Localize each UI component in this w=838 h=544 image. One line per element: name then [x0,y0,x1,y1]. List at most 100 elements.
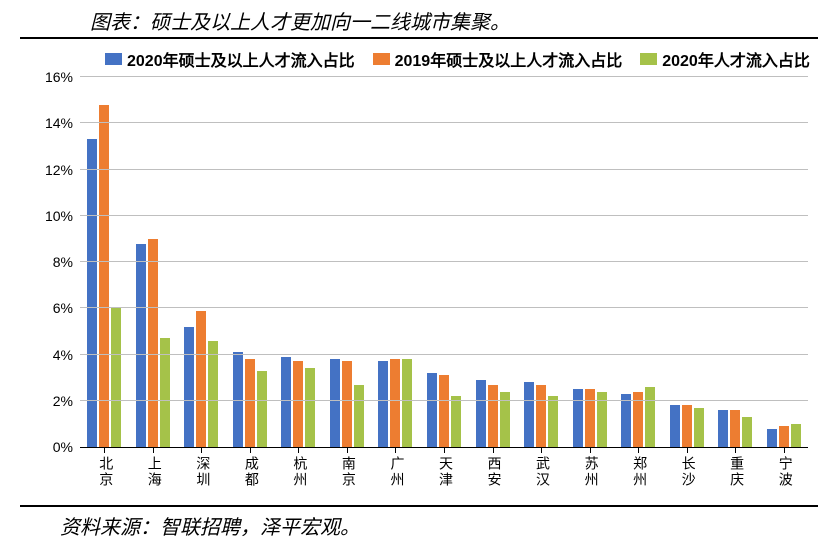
y-tick-label: 10% [28,208,73,224]
bar-group [614,77,663,447]
bar [245,359,255,447]
bar-group [662,77,711,447]
gridline [80,122,808,123]
bar [524,382,534,447]
bar [779,426,789,447]
x-tick-label: 上海 [143,456,163,488]
source-text: 资料来源：智联招聘，泽平宏观。 [60,517,360,539]
bar [682,405,692,447]
x-tick-label: 郑州 [628,456,648,488]
x-tick-label: 武汉 [531,456,551,488]
bar [208,341,218,447]
bar [645,387,655,447]
y-tick-label: 12% [28,162,73,178]
legend-swatch [105,53,122,65]
gridline [80,215,808,216]
y-tick-label: 4% [28,347,73,363]
bar-group [517,77,566,447]
bar [342,361,352,447]
y-tick-label: 14% [28,115,73,131]
bar [160,338,170,447]
gridline [80,354,808,355]
bar [136,244,146,448]
y-tick-label: 0% [28,439,73,455]
plot-area: 0%2%4%6%8%10%12%14%16% [80,77,808,447]
x-tick: 天津 [420,448,469,493]
bar [378,361,388,447]
bar-group [129,77,178,447]
bar [621,394,631,447]
x-tick-label: 北京 [94,456,114,488]
x-tick: 武汉 [517,448,566,493]
y-tick-label: 2% [28,393,73,409]
bar-group [420,77,469,447]
x-axis: 北京上海深圳成都杭州南京广州天津西安武汉苏州郑州长沙重庆宁波 [80,447,808,493]
legend-swatch [373,53,390,65]
bar [730,410,740,447]
x-tick: 成都 [226,448,275,493]
y-tick-label: 8% [28,254,73,270]
x-tick: 深圳 [177,448,226,493]
bar [99,105,109,447]
legend-label: 2020年人才流入占比 [662,47,810,71]
x-tick: 杭州 [274,448,323,493]
bar-group [323,77,372,447]
chart-title: 图表：硕士及以上人才更加向一二线城市集聚 [90,12,490,34]
bars-row [80,77,808,447]
x-tick: 郑州 [614,448,663,493]
bar-group [226,77,275,447]
x-tick-label: 杭州 [288,456,308,488]
x-tick-label: 重庆 [725,456,745,488]
gridline [80,76,808,77]
x-tick: 宁波 [759,448,808,493]
gridline [80,307,808,308]
y-tick-label: 16% [28,69,73,85]
bar [390,359,400,447]
x-tick-label: 南京 [337,456,357,488]
bar-group [468,77,517,447]
bar [742,417,752,447]
bar [111,308,121,447]
x-tick-label: 长沙 [677,456,697,488]
bar-group [711,77,760,447]
bar [694,408,704,447]
legend-label: 2020年硕士及以上人才流入占比 [127,47,355,71]
legend-swatch [640,53,657,65]
bar [451,396,461,447]
bar [670,405,680,447]
gridline [80,261,808,262]
bar [330,359,340,447]
bar [585,389,595,447]
chart-area: 2020年硕士及以上人才流入占比 2019年硕士及以上人才流入占比 2020年人才流… [20,47,818,493]
bar-group [274,77,323,447]
bar [488,385,498,447]
x-tick: 重庆 [711,448,760,493]
bar [427,373,437,447]
bar-group [371,77,420,447]
x-tick-label: 苏州 [580,456,600,488]
bar-group [565,77,614,447]
x-tick: 北京 [80,448,129,493]
x-tick: 上海 [129,448,178,493]
x-tick: 广州 [371,448,420,493]
bar [439,375,449,447]
x-tick: 西安 [468,448,517,493]
chart-title-suffix: 。 [490,12,510,34]
bar [536,385,546,447]
bar-group [177,77,226,447]
bar-group [80,77,129,447]
x-tick-label: 天津 [434,456,454,488]
legend-item-0: 2020年硕士及以上人才流入占比 [105,47,355,71]
gridline [80,400,808,401]
bar [573,389,583,447]
bar [87,139,97,447]
x-tick-label: 成都 [240,456,260,488]
chart-title-container: 图表：硕士及以上人才更加向一二线城市集聚。 [20,0,818,39]
legend: 2020年硕士及以上人才流入占比 2019年硕士及以上人才流入占比 2020年人才流… [20,47,818,71]
gridline [80,169,808,170]
source-container: 资料来源：智联招聘，泽平宏观。 [20,505,818,540]
legend-item-2: 2020年人才流入占比 [640,47,810,71]
bar [767,429,777,448]
legend-label: 2019年硕士及以上人才流入占比 [395,47,623,71]
x-tick: 南京 [323,448,372,493]
